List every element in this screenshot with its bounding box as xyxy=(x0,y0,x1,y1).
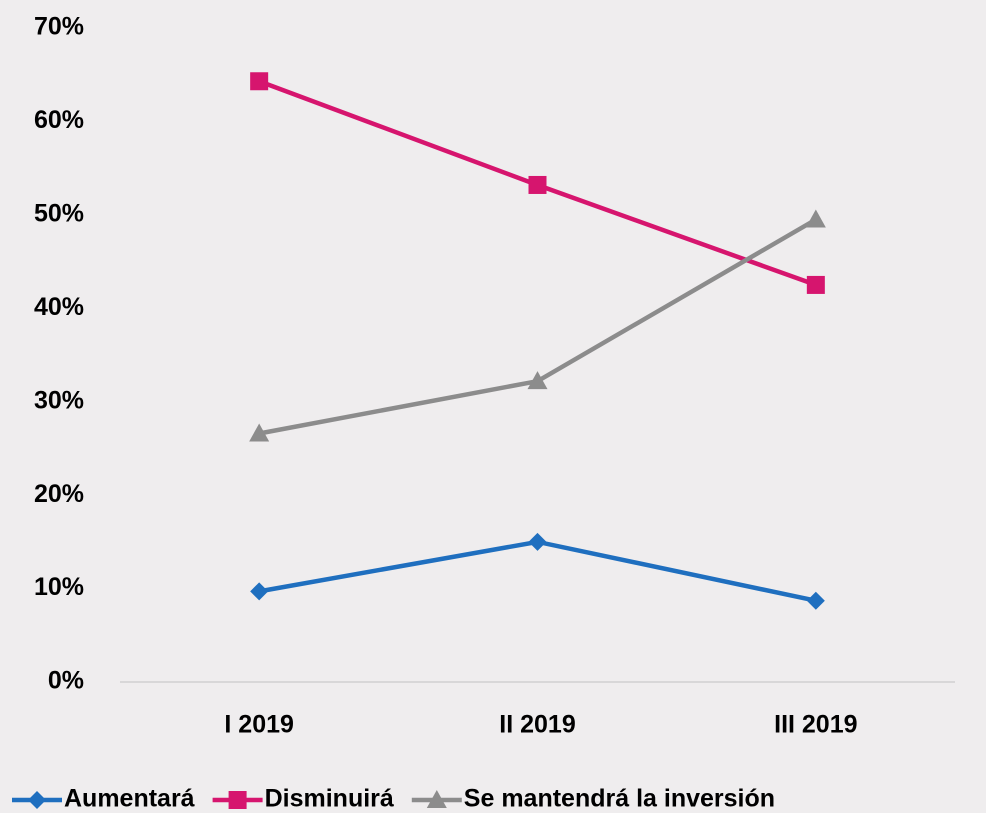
y-tick-label: 40% xyxy=(34,293,84,321)
legend-label: Aumentará xyxy=(64,785,195,813)
marker xyxy=(228,791,247,809)
marker xyxy=(528,175,547,194)
marker xyxy=(805,209,826,228)
marker xyxy=(806,275,825,294)
marker xyxy=(249,423,270,442)
y-tick-label: 0% xyxy=(48,667,84,695)
marker xyxy=(426,790,447,808)
marker xyxy=(527,371,548,390)
y-tick-label: 60% xyxy=(34,106,84,134)
marker xyxy=(806,591,825,610)
x-tick-label: II 2019 xyxy=(499,711,575,739)
x-tick-label: I 2019 xyxy=(224,711,294,739)
marker xyxy=(250,582,269,601)
x-tick-label: III 2019 xyxy=(774,711,857,739)
marker xyxy=(28,791,46,809)
marker xyxy=(250,72,269,91)
legend-label: Se mantendrá la inversión xyxy=(464,785,775,813)
y-tick-label: 50% xyxy=(34,199,84,227)
y-tick-label: 70% xyxy=(34,13,84,41)
legend-label: Disminuirá xyxy=(265,785,394,813)
y-tick-label: 10% xyxy=(34,573,84,601)
series-line xyxy=(258,217,817,436)
y-tick-label: 20% xyxy=(34,480,84,508)
marker xyxy=(528,532,547,551)
y-tick-label: 30% xyxy=(34,386,84,414)
